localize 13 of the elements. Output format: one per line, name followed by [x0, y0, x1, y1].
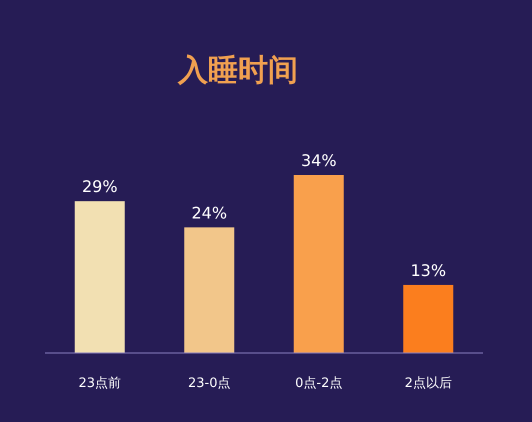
data-label: 29%	[82, 177, 118, 196]
x-tick-label: 23点前	[78, 376, 122, 391]
bar	[294, 175, 344, 353]
bar	[403, 284, 454, 353]
x-tick-label: 23-0点	[188, 376, 231, 391]
data-label: 13%	[410, 260, 446, 280]
bar	[74, 201, 125, 353]
bar	[184, 227, 234, 353]
x-tick-label: 0点-2点	[295, 376, 342, 391]
data-label: 24%	[191, 203, 228, 222]
data-label: 34%	[300, 151, 337, 170]
chart-title: 入睡时间	[177, 53, 298, 88]
x-tick-label: 2点以后	[404, 376, 452, 391]
